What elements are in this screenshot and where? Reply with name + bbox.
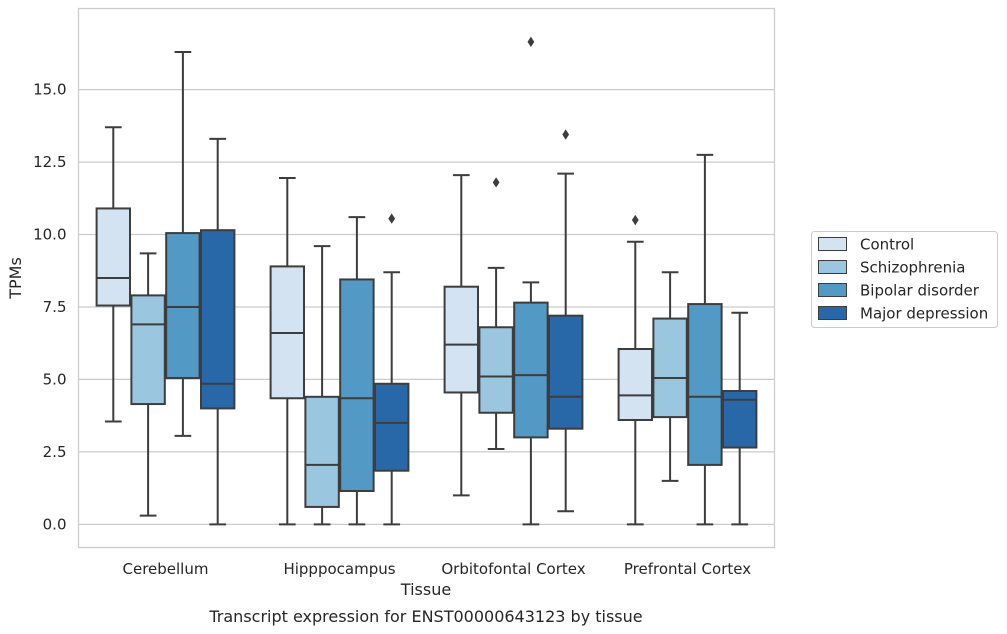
x-tick-label: Cerebellum <box>123 560 209 578</box>
chart-caption: Transcript expression for ENST0000064312… <box>208 607 642 626</box>
outlier-point <box>388 213 396 224</box>
legend-swatch <box>818 260 847 274</box>
y-tick-label: 5.0 <box>43 370 67 388</box>
legend-frame <box>811 231 998 328</box>
box-control <box>95 126 132 423</box>
iqr-box <box>547 314 584 430</box>
x-tick-label: Orbitofontal Cortex <box>441 560 585 578</box>
legend-label: Schizophrenia <box>860 259 965 277</box>
iqr-box <box>513 301 549 439</box>
box-major-depression <box>547 129 584 513</box>
iqr-box <box>478 326 514 414</box>
iqr-box <box>130 294 166 406</box>
x-axis-ticks: Cerebellum Hipppocampus Orbitofontal Corte… <box>123 560 752 578</box>
iqr-box <box>304 395 340 508</box>
legend-label: Control <box>860 236 914 254</box>
legend-swatch <box>818 283 847 297</box>
y-tick-label: 10.0 <box>33 226 66 244</box>
iqr-box <box>617 347 654 421</box>
iqr-box <box>95 207 132 307</box>
box-bipolar-disorder <box>165 50 201 437</box>
x-axis-label: Tissue <box>400 580 451 599</box>
iqr-box <box>373 382 410 472</box>
legend-label: Bipolar disorder <box>860 282 980 300</box>
box-control <box>617 214 654 526</box>
iqr-box <box>652 317 688 419</box>
box-schizophrenia <box>652 271 688 482</box>
legend-swatch <box>818 306 847 320</box>
iqr-box <box>165 232 201 379</box>
iqr-box <box>687 303 723 466</box>
outlier-point <box>492 177 500 188</box>
outlier-point <box>527 36 535 48</box>
iqr-box <box>199 229 236 410</box>
legend-label: Major depression <box>860 305 988 323</box>
y-tick-label: 12.5 <box>33 153 66 171</box>
box-control <box>443 174 480 497</box>
box-control <box>269 177 306 526</box>
iqr-box <box>339 278 375 492</box>
iqr-box <box>443 285 480 394</box>
box-schizophrenia <box>478 177 514 450</box>
box-bipolar-disorder <box>339 216 375 526</box>
box-schizophrenia <box>304 245 340 526</box>
plot-area-frame <box>77 7 776 549</box>
box-schizophrenia <box>130 252 166 517</box>
y-axis-ticks: 0.0 2.5 5.0 7.5 10.0 12.5 15.0 <box>33 81 66 534</box>
x-tick-label: Hipppocampus <box>283 560 395 578</box>
box-bipolar-disorder <box>513 36 549 526</box>
y-tick-label: 0.0 <box>43 515 67 533</box>
legend: Control Schizophrenia Bipolar disorder Majo… <box>811 231 998 328</box>
outlier-point <box>562 129 570 140</box>
y-axis-label: TPMs <box>6 257 25 300</box>
y-tick-label: 15.0 <box>33 81 66 99</box>
box-bipolar-disorder <box>687 153 723 526</box>
x-tick-label: Prefrontal Cortex <box>624 560 751 578</box>
legend-swatch <box>818 237 847 251</box>
y-tick-label: 2.5 <box>43 443 67 461</box>
box-major-depression <box>373 213 410 526</box>
y-tick-label: 7.5 <box>43 298 67 316</box>
box-major-depression <box>721 311 758 526</box>
box-major-depression <box>199 137 236 526</box>
outlier-point <box>631 214 639 226</box>
box-groups <box>95 36 758 526</box>
